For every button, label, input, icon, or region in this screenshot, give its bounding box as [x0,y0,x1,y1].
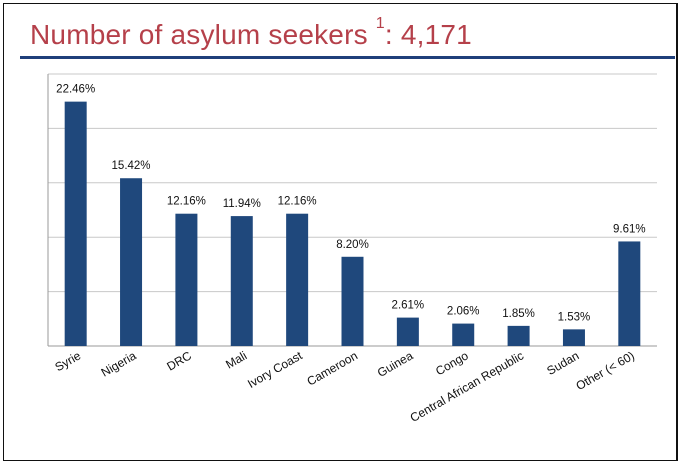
data-label: 22.46% [56,84,95,96]
category-label: Cameroon [304,348,360,388]
data-label: 12.16% [167,196,206,208]
bar-sudan [562,329,585,346]
title-underline [20,56,675,59]
slide-frame [3,3,678,461]
data-label: 9.61% [613,223,646,235]
category-label: Guinea [375,348,416,380]
bar-drc [175,213,198,346]
title-total-value: : 4,171 [384,19,472,50]
bar-mali [230,216,253,346]
bar-congo [452,323,475,346]
title-text: Number of asylum seekers [30,19,368,50]
category-label: Other (< 60) [573,348,636,393]
category-label: Syrie [53,348,84,374]
data-label: 2.06% [447,306,480,318]
bar-nigeria [120,178,143,346]
data-label: 15.42% [112,160,151,172]
data-label: 8.20% [336,239,369,251]
category-label: Ivory Coast [245,348,305,391]
data-label: 1.85% [502,308,535,320]
category-label: Nigeria [99,348,139,379]
bar-central-african-republic [507,325,530,346]
data-label: 11.94% [223,198,261,210]
category-label: DRC [164,348,194,373]
category-label: Congo [433,348,471,378]
chart-title: Number of asylum seekers 1: 4,171 [30,15,472,51]
bar-syrie [64,101,87,347]
bar-cameroon [341,256,364,346]
category-label: Sudan [544,348,581,377]
bar-guinea [396,317,419,346]
data-label: 2.61% [392,300,425,312]
data-label: 1.53% [558,311,591,323]
bar-ivory-coast [286,213,309,346]
bar-other-60- [618,241,641,346]
title-footnote-marker: 1 [375,15,385,32]
category-label: Mali [223,348,249,371]
data-label: 12.16% [278,196,317,208]
